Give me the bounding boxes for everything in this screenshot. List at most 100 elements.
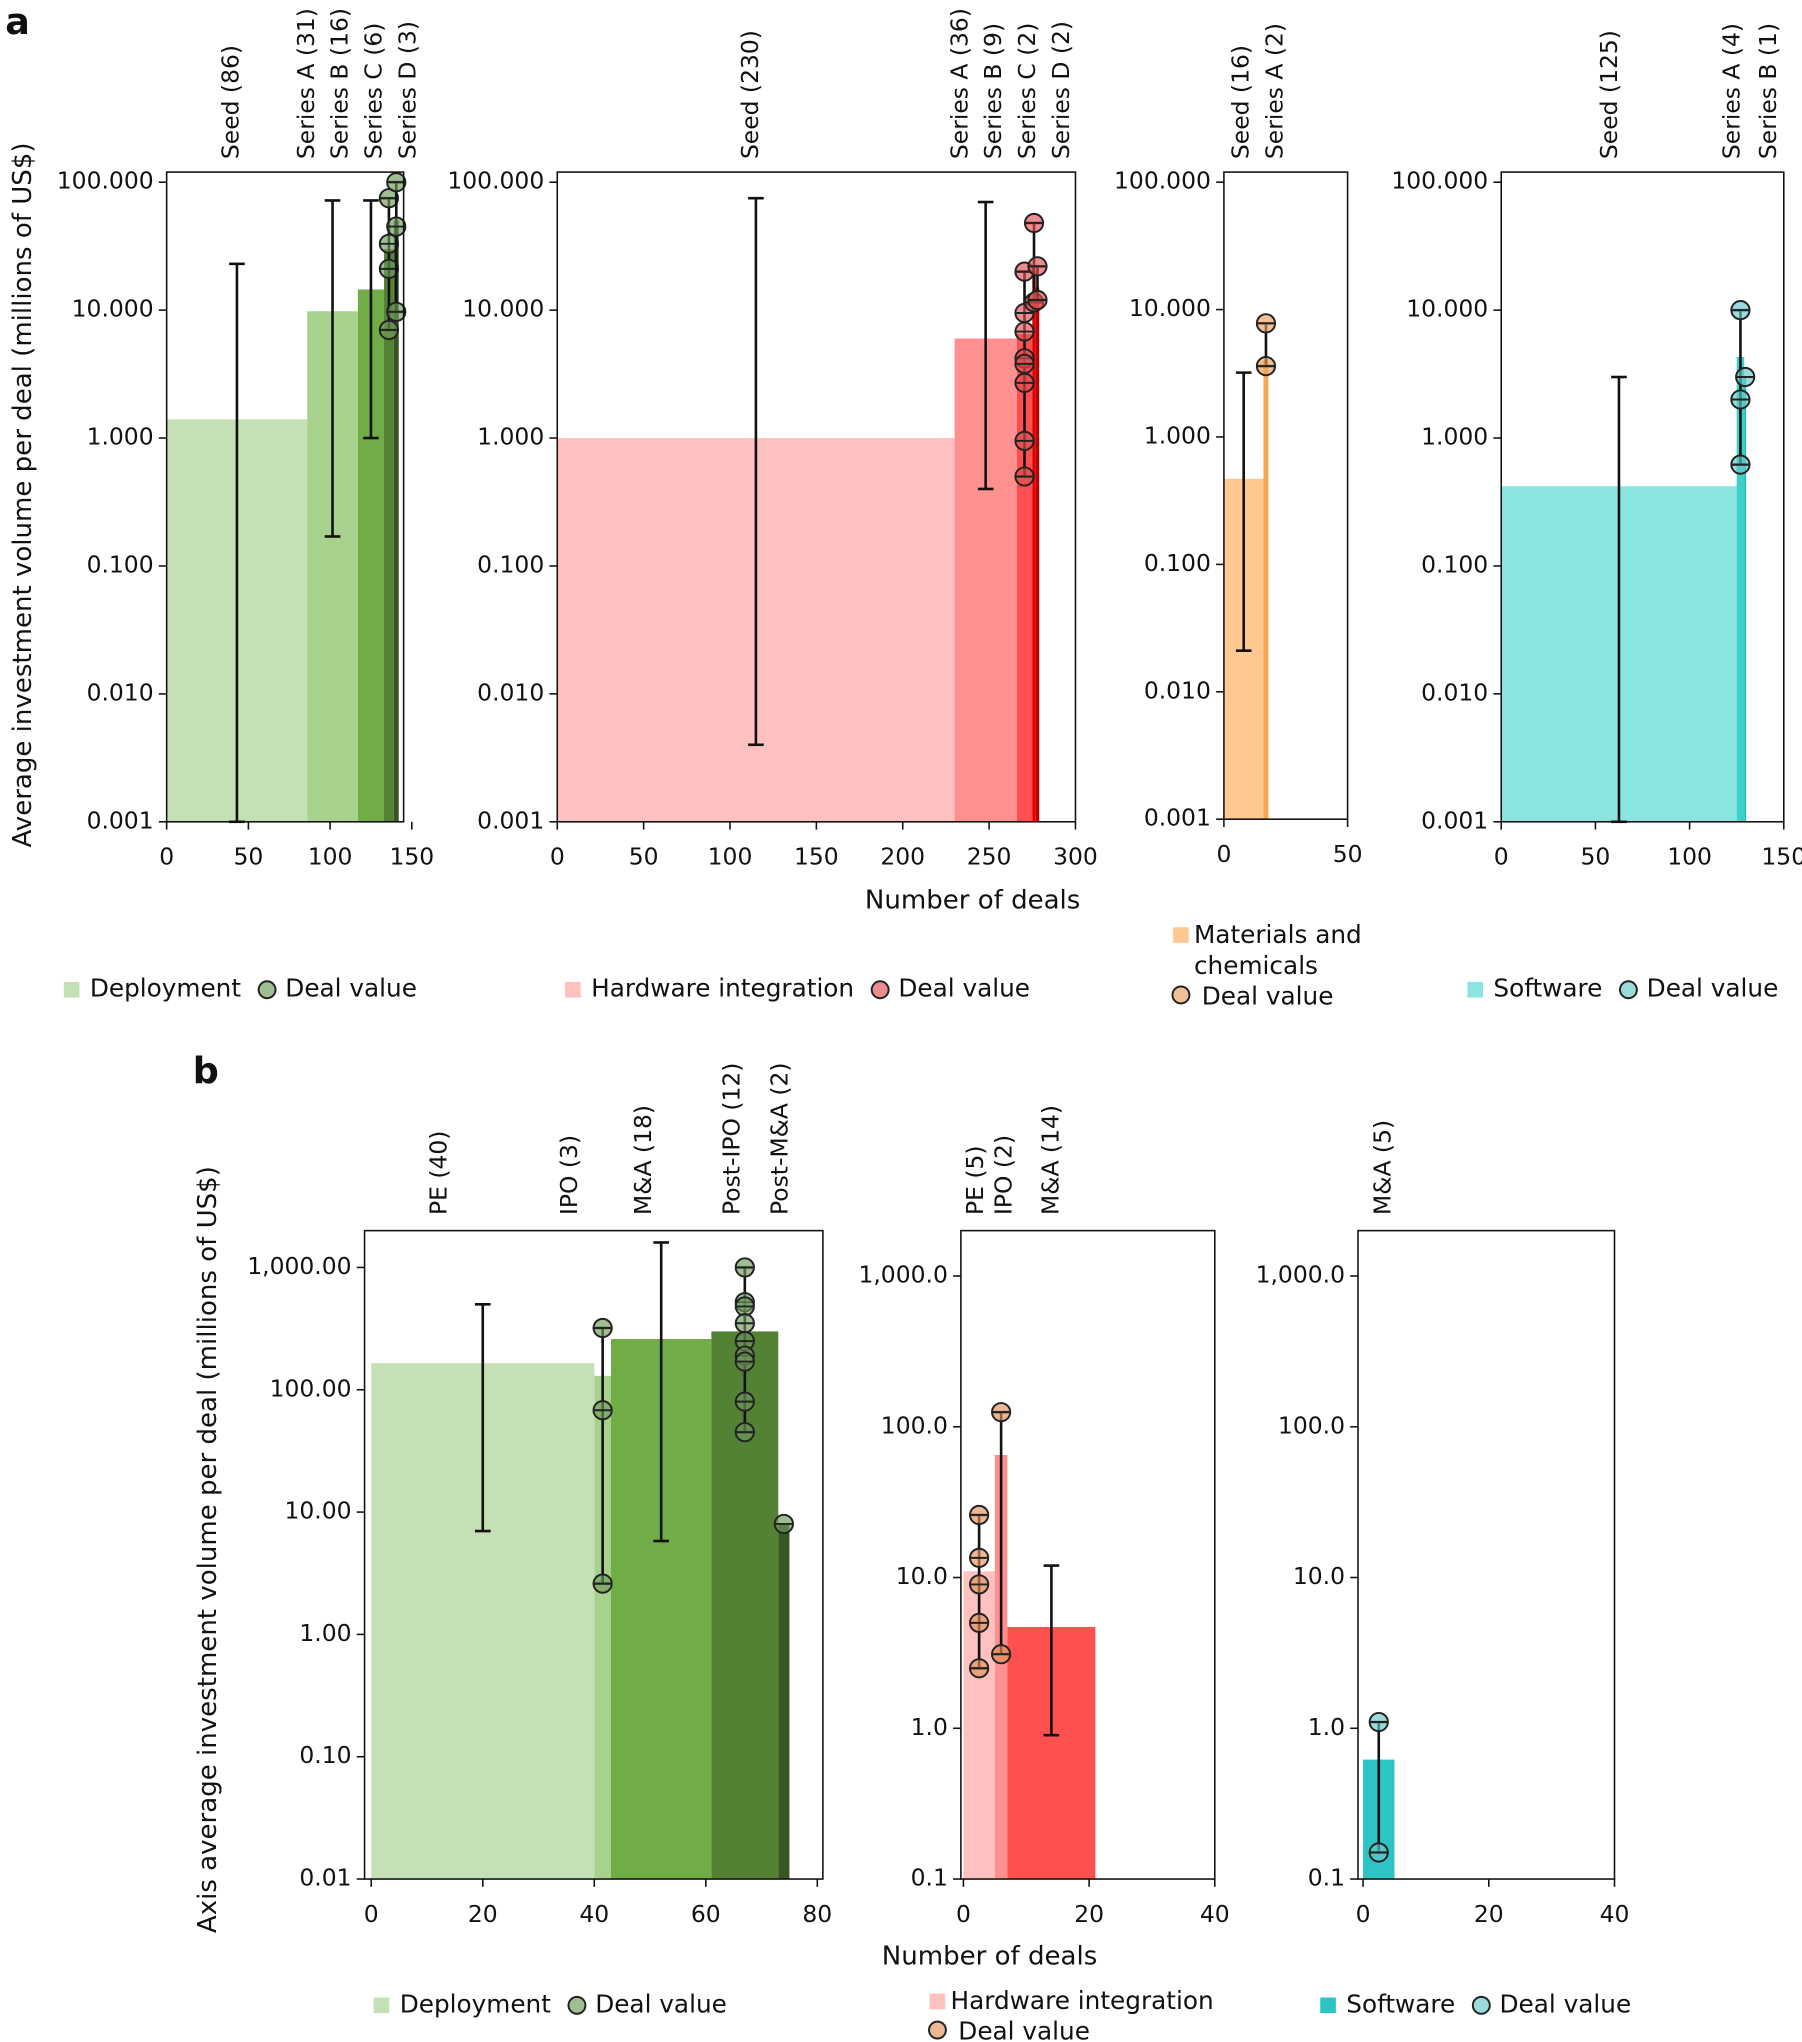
deal-point [991, 1402, 1012, 1423]
stage-label: Seed (125) [1595, 30, 1623, 159]
y-tick-label: 0.001 [477, 806, 544, 834]
deal-point [734, 1351, 755, 1372]
legend: Software Deal value [1467, 974, 1778, 1003]
bar [778, 1523, 790, 1880]
y-tick-label: 100.0 [1278, 1411, 1345, 1439]
y-tick-label: 1.000 [1144, 421, 1211, 449]
x-tick-label: 150 [1761, 843, 1802, 871]
y-tick-label: 1,000.0 [1256, 1261, 1345, 1289]
x-axis-label: Number of deals [882, 1942, 1097, 1972]
y-tick-label: 1.000 [1421, 423, 1488, 451]
bar [1032, 271, 1036, 822]
legend-label: Deal value [1500, 1989, 1632, 2018]
error-bar [1235, 371, 1252, 653]
y-axis-label: Average investment volume per deal (mill… [8, 142, 38, 847]
plot-frame [1357, 1229, 1616, 1880]
deal-point [1023, 212, 1045, 234]
deal-point [1027, 289, 1048, 311]
deal-point [378, 319, 400, 341]
y-tick-label: 0.010 [1144, 676, 1211, 704]
y-tick-label: 0.010 [87, 678, 154, 706]
legend-swatch [1173, 927, 1189, 943]
y-tick-label: 1,000.0 [858, 1261, 947, 1289]
deal-point [734, 1313, 755, 1334]
legend: Software Deal value [1320, 1989, 1631, 2018]
deal-point [1735, 366, 1756, 388]
x-tick-label: 60 [691, 1900, 721, 1928]
y-tick-label: 10.000 [462, 295, 544, 323]
stage-label: PE (5) [961, 1145, 989, 1215]
stage-label: Series A (36) [945, 8, 973, 159]
legend-label: Deployment [90, 974, 242, 1003]
y-tick-label: 100.00 [270, 1374, 352, 1402]
stage-label: Series D (2) [1047, 21, 1075, 159]
deal-point [734, 1257, 755, 1278]
error-bar [324, 199, 341, 538]
legend-swatch [63, 981, 80, 998]
stage-label: IPO (2) [990, 1135, 1018, 1215]
stage-label: M&A (14) [1037, 1105, 1065, 1215]
y-tick-label: 10.0 [896, 1562, 948, 1590]
legend-swatch [929, 1993, 946, 2010]
stage-label: Post-IPO (12) [718, 1063, 746, 1215]
deal-point [386, 301, 407, 322]
deal-point [1730, 389, 1751, 410]
deal-point [1014, 372, 1035, 393]
x-tick-label: 40 [1200, 1900, 1230, 1928]
deal-point [734, 1296, 755, 1317]
deal-point [1014, 430, 1035, 451]
deal-point [1730, 454, 1751, 475]
legend-box: Hardware integration [950, 1987, 1213, 2016]
y-tick-label: 1.000 [477, 423, 544, 451]
y-tick-label: 100.000 [1114, 167, 1211, 195]
x-tick-label: 150 [389, 843, 434, 871]
x-tick-label: 250 [967, 843, 1012, 871]
bar [1736, 357, 1745, 822]
y-axis-label: Axis average investment volume per deal … [193, 1166, 223, 1933]
bar [994, 1454, 1008, 1880]
legend-label: Software [1346, 1989, 1455, 2018]
stage-label: Series A (31) [292, 8, 320, 159]
legend-label: Deal value [1647, 974, 1779, 1003]
plot-frame [165, 171, 405, 823]
y-tick-label: 10.000 [1129, 294, 1211, 322]
legend-label: Deal value [595, 1989, 727, 2018]
legend-marker [567, 1995, 587, 2015]
panel-label: b [193, 1050, 219, 1093]
legend: Deployment Deal value [63, 974, 417, 1003]
x-tick-label: 20 [1474, 1900, 1504, 1928]
y-tick-label: 0.001 [1144, 804, 1211, 832]
x-tick-label: 0 [550, 843, 565, 871]
legend-label: Deal value [958, 2017, 1090, 2042]
legend-marker [928, 2020, 947, 2040]
y-tick-label: 0.100 [87, 550, 154, 578]
deal-point [969, 1504, 990, 1526]
stage-label: Series B (1) [1754, 23, 1782, 159]
bar [1035, 287, 1040, 822]
x-tick-label: 50 [629, 843, 659, 871]
x-tick-label: 0 [1356, 1900, 1371, 1928]
deal-point [592, 1317, 613, 1339]
legend-label: Software [1493, 974, 1602, 1003]
stage-label: Series A (4) [1717, 23, 1745, 159]
x-tick-label: 0 [1216, 840, 1231, 868]
legend-swatch [373, 1997, 390, 2014]
plot-frame [1223, 171, 1349, 820]
y-tick-label: 0.001 [1421, 806, 1488, 834]
y-tick-label: 100.000 [447, 167, 544, 195]
deal-point [1255, 356, 1277, 377]
deal-point [1014, 321, 1035, 342]
y-tick-label: 0.010 [477, 678, 544, 706]
y-tick-label: 0.100 [477, 550, 544, 578]
deal-point [773, 1513, 794, 1535]
deal-point [1368, 1842, 1389, 1863]
deal-point [1368, 1711, 1389, 1733]
y-tick-label: 100.000 [57, 167, 154, 195]
deal-point [969, 1658, 990, 1679]
legend-label: Hardware integration [591, 974, 854, 1003]
legend-label: Materials and chemicals [1193, 920, 1362, 981]
